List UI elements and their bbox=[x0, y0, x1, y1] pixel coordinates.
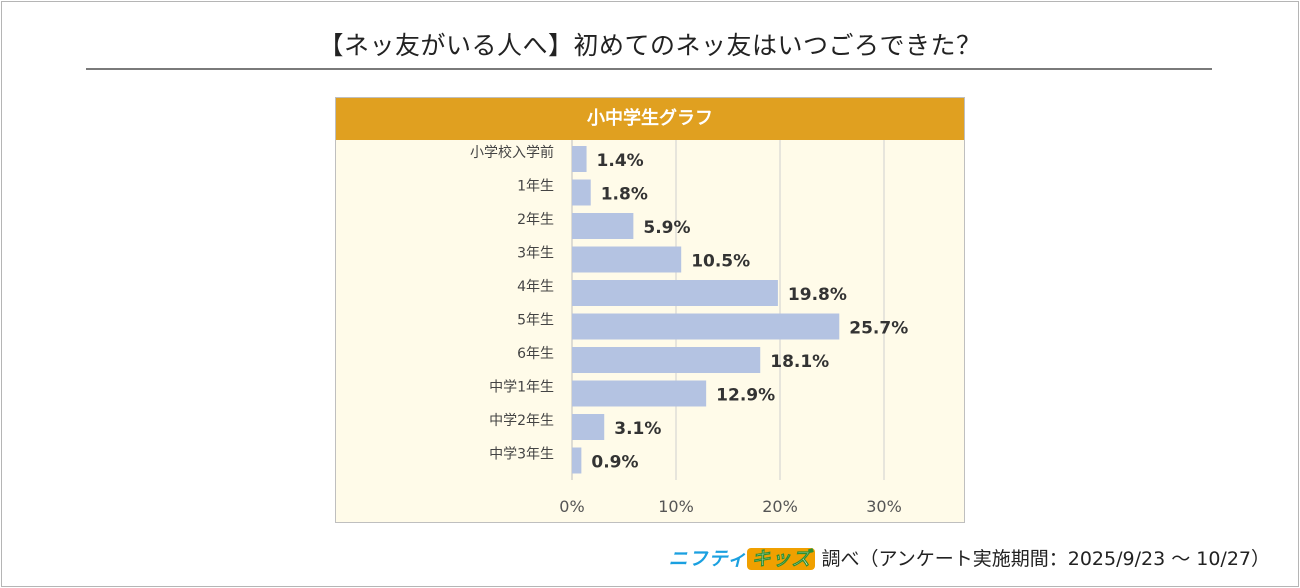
chart-title: 小中学生グラフ bbox=[336, 98, 964, 140]
data-label: 0.9% bbox=[591, 453, 638, 473]
title-divider bbox=[86, 68, 1212, 70]
data-label: 18.1% bbox=[770, 352, 829, 372]
data-label: 5.9% bbox=[643, 218, 690, 238]
source-note: ニフティ キッズ 調べ（アンケート実施期間：2025/9/23 ～ 10/27） bbox=[669, 544, 1270, 571]
category-label: 中学3年生 bbox=[489, 447, 554, 463]
bar bbox=[572, 447, 582, 474]
x-tick-label: 0% bbox=[559, 497, 584, 516]
data-label: 1.4% bbox=[597, 151, 644, 171]
bar bbox=[572, 213, 634, 239]
data-label: 12.9% bbox=[716, 386, 775, 406]
category-label: 小学校入学前 bbox=[470, 144, 554, 161]
x-tick-label: 20% bbox=[762, 497, 798, 516]
data-label: 1.8% bbox=[601, 185, 648, 205]
bar bbox=[572, 313, 840, 340]
data-label: 10.5% bbox=[691, 252, 750, 272]
bar bbox=[572, 280, 778, 306]
data-label: 3.1% bbox=[614, 419, 661, 439]
category-label: 5年生 bbox=[517, 313, 554, 329]
category-label: 1年生 bbox=[517, 179, 554, 195]
bar bbox=[572, 414, 605, 440]
bar bbox=[572, 347, 761, 373]
x-tick-label: 30% bbox=[866, 497, 902, 516]
data-label: 25.7% bbox=[849, 319, 908, 339]
bar-chart: 小学校入学前 1.4% 1年生 1.8% 2年生 5.9% 3年生 10.5% 4年生 19.8%… bbox=[470, 140, 908, 516]
figure-title: 【ネッ友がいる人へ】初めてのネッ友はいつごろできた？ bbox=[318, 31, 982, 60]
category-label: 中学2年生 bbox=[489, 413, 554, 429]
bar bbox=[572, 179, 591, 206]
x-tick-label: 10% bbox=[658, 497, 694, 516]
survey-period-text: 調べ（アンケート実施期間：2025/9/23 ～ 10/27） bbox=[821, 548, 1271, 570]
category-label: 6年生 bbox=[517, 346, 554, 362]
category-label: 4年生 bbox=[517, 279, 554, 295]
brand-nifty: ニフティ bbox=[668, 548, 748, 570]
category-label: 2年生 bbox=[517, 212, 554, 228]
bar bbox=[572, 146, 587, 172]
category-label: 3年生 bbox=[517, 246, 554, 262]
bar bbox=[572, 246, 682, 273]
chart-panel: 小中学生グラフ 小学校入学前 1.4% 1年生 1.8% 2年生 5.9% 3年生 10.5%… bbox=[335, 97, 965, 523]
data-label: 19.8% bbox=[788, 285, 847, 305]
bar bbox=[572, 380, 707, 407]
brand-kids: キッズ bbox=[747, 548, 816, 570]
category-label: 中学1年生 bbox=[489, 380, 554, 396]
